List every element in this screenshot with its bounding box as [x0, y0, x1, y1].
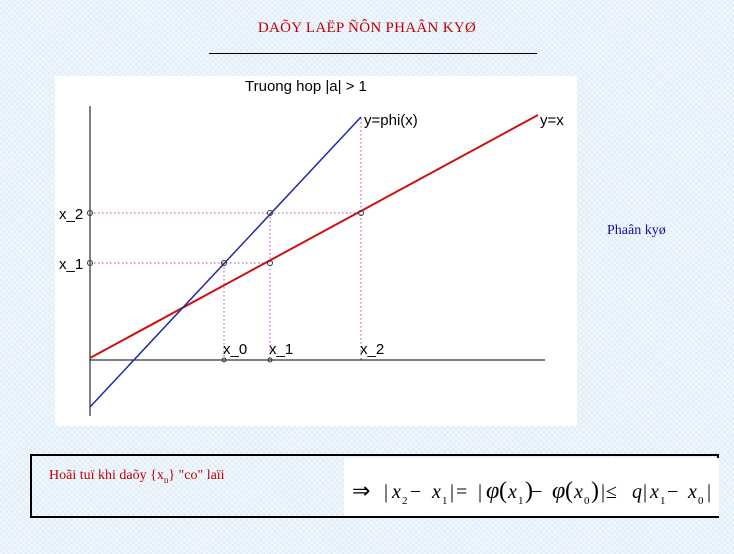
f-x-a: x [391, 481, 401, 503]
f-bar-3: | [478, 481, 482, 503]
f-x-f: x [687, 481, 697, 503]
point-x1-identity [267, 260, 273, 266]
convergence-text-sub: n [163, 474, 169, 485]
page-title: DAÕY LAËP ÑÔN PHAÂN KYØ [257, 20, 477, 36]
point-x1-phi [267, 210, 273, 216]
f-minus-3: − [667, 481, 678, 503]
f-sub-0a: 0 [584, 495, 590, 507]
label-phi: y=phi(x) [364, 112, 418, 129]
bottom-box: Hoãi tuï khi daõy {xn} "co" laïi ⇒ | x 2… [30, 454, 719, 518]
f-sub-1a: 1 [442, 495, 448, 507]
f-equals: = [456, 481, 467, 503]
f-bar-2: | [450, 481, 454, 503]
f-bar-5: | [643, 481, 647, 503]
title-underline [209, 53, 537, 54]
label-y2: x_2 [59, 206, 83, 223]
f-bar-6: | [707, 481, 711, 503]
f-paren-close-a: ) [525, 478, 533, 504]
side-label: Phaân kyø [607, 223, 666, 238]
f-minus-2: − [531, 481, 542, 503]
cobweb-diagram: Truong hop |a| > 1 y=x y=phi(x) x_0 x_1 … [55, 76, 577, 426]
f-minus-1: − [410, 481, 421, 503]
label-y1: x_1 [59, 256, 83, 273]
f-bar-4: | [601, 481, 605, 503]
formula-background [344, 458, 719, 516]
f-x-d: x [573, 481, 583, 503]
f-sub-2: 2 [402, 495, 408, 507]
label-x2: x_2 [360, 341, 384, 358]
plot-background [55, 76, 577, 426]
f-sub-1c: 1 [660, 495, 666, 507]
plot-title: Truong hop |a| > 1 [245, 78, 367, 95]
f-x-e: x [649, 481, 659, 503]
point-x0-phi [221, 260, 227, 266]
f-leq: ≤ [606, 481, 617, 503]
label-x1: x_1 [269, 341, 293, 358]
f-sub-0b: 0 [698, 495, 704, 507]
label-x0: x_0 [223, 341, 247, 358]
implies-symbol: ⇒ [352, 478, 370, 503]
f-paren-close-b: ) [591, 478, 599, 504]
label-identity: y=x [540, 112, 564, 129]
f-x-b: x [431, 481, 441, 503]
f-sub-1b: 1 [518, 495, 524, 507]
f-paren-open-b: ( [565, 478, 573, 504]
f-x-c: x [507, 481, 517, 503]
f-paren-open-a: ( [499, 478, 507, 504]
point-x2-identity [358, 210, 364, 216]
convergence-text-prefix: Hoãi tuï khi daõy {x [49, 468, 164, 483]
convergence-text: Hoãi tuï khi daõy {xn} "co" laïi [49, 468, 225, 485]
convergence-text-suffix: } "co" laïi [168, 468, 225, 483]
identity-line [89, 114, 539, 359]
tick-x0 [221, 357, 227, 363]
f-phi-a: φ [486, 478, 499, 504]
f-phi-b: φ [552, 478, 565, 504]
f-q: q [632, 481, 642, 503]
phi-line [89, 116, 362, 408]
tick-x1 [267, 357, 273, 363]
tick-y2 [87, 210, 93, 216]
f-bar-1: | [384, 481, 388, 503]
formula: ⇒ | x 2 − x 1 | = | φ ( x 1 ) − φ ( x [344, 458, 719, 516]
tick-y1 [87, 260, 93, 266]
